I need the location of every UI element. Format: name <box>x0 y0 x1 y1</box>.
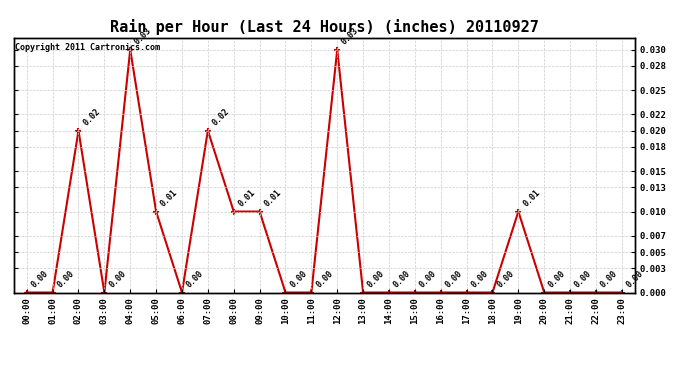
Title: Rain per Hour (Last 24 Hours) (inches) 20110927: Rain per Hour (Last 24 Hours) (inches) 2… <box>110 19 539 35</box>
Text: 0.02: 0.02 <box>210 107 231 128</box>
Text: 0.03: 0.03 <box>340 26 360 47</box>
Text: 0.00: 0.00 <box>469 269 490 290</box>
Text: 0.03: 0.03 <box>133 26 153 47</box>
Text: 0.01: 0.01 <box>262 188 283 209</box>
Text: 0.00: 0.00 <box>417 269 438 290</box>
Text: 0.00: 0.00 <box>55 269 76 290</box>
Text: 0.00: 0.00 <box>599 269 619 290</box>
Text: 0.00: 0.00 <box>30 269 50 290</box>
Text: 0.00: 0.00 <box>185 269 205 290</box>
Text: 0.01: 0.01 <box>159 188 179 209</box>
Text: 0.02: 0.02 <box>81 107 101 128</box>
Text: 0.00: 0.00 <box>495 269 515 290</box>
Text: 0.00: 0.00 <box>366 269 386 290</box>
Text: 0.00: 0.00 <box>547 269 567 290</box>
Text: 0.01: 0.01 <box>237 188 257 209</box>
Text: 0.00: 0.00 <box>444 269 464 290</box>
Text: 0.00: 0.00 <box>573 269 593 290</box>
Text: 0.01: 0.01 <box>521 188 542 209</box>
Text: 0.00: 0.00 <box>314 269 335 290</box>
Text: 0.00: 0.00 <box>624 269 645 290</box>
Text: Copyright 2011 Cartronics.com: Copyright 2011 Cartronics.com <box>15 43 160 52</box>
Text: 0.00: 0.00 <box>288 269 308 290</box>
Text: 0.00: 0.00 <box>392 269 412 290</box>
Text: 0.00: 0.00 <box>107 269 128 290</box>
